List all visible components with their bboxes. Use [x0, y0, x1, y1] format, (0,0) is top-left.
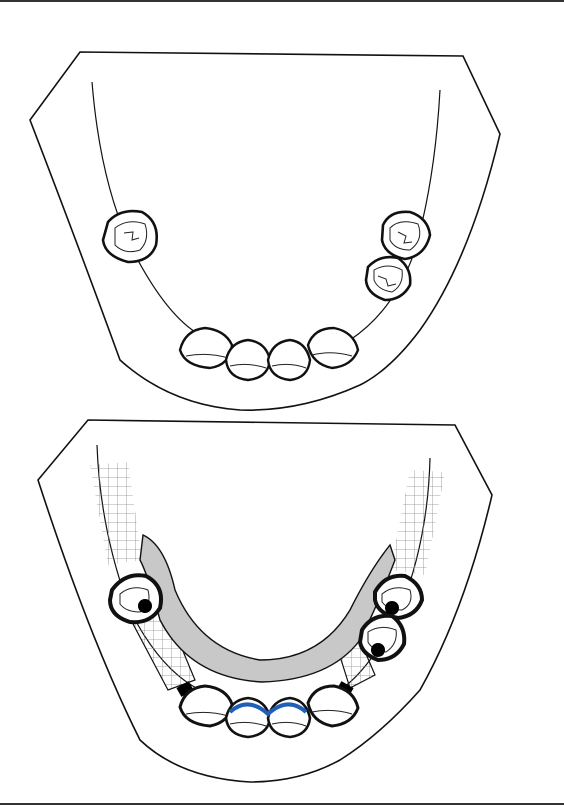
lingual-connector [139, 533, 396, 683]
top-cast-outline [29, 51, 501, 411]
tooth-b-incisor-1 [178, 684, 234, 728]
bottom-cast-outline [37, 419, 493, 783]
mesh-left-posterior [90, 462, 142, 565]
mesh-right-posterior [390, 470, 445, 575]
tooth-right-premolar [364, 255, 412, 302]
tooth-incisor-2 [224, 338, 272, 382]
clasp-right-molar [373, 573, 425, 621]
top-panel-arch [29, 51, 501, 411]
bottom-panel-arch [37, 419, 493, 783]
tooth-incisor-3 [266, 338, 312, 382]
tooth-incisor-4 [306, 326, 360, 370]
clasp-right-premolar [357, 613, 407, 663]
rest-left [176, 681, 194, 697]
tooth-left-molar [101, 209, 158, 264]
tooth-b-incisor-4 [306, 684, 360, 728]
tooth-incisor-1 [178, 326, 234, 370]
lingual-plate-blue [228, 702, 308, 717]
tooth-right-molar-upper [380, 210, 432, 261]
clasp-left-molar [107, 573, 163, 625]
